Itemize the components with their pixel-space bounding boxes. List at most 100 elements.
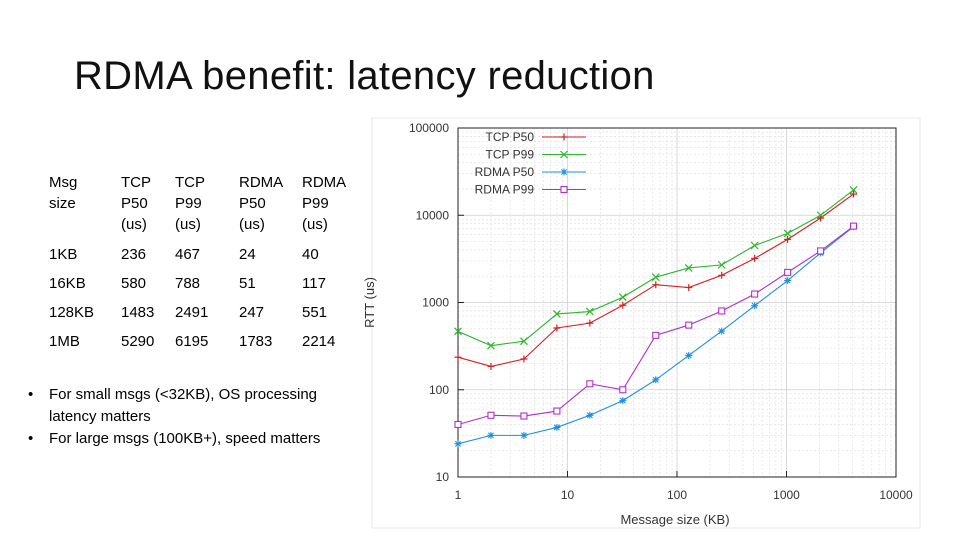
y-tick-label: 100 [429, 383, 449, 397]
data-point [454, 327, 462, 336]
x-tick-label: 100 [667, 488, 687, 502]
legend-label: TCP P50 [486, 130, 535, 144]
data-point [750, 241, 759, 250]
header-rdma-p99: RDMA P99 (us) [302, 174, 347, 233]
data-point [850, 190, 858, 198]
y-tick-label: 10000 [416, 208, 450, 222]
data-point [652, 331, 660, 339]
cell-rdma-p50: 1783 [239, 333, 273, 350]
bullet-item: • For large msgs (100KB+), speed matters [28, 428, 358, 450]
legend-label: RDMA P50 [475, 165, 535, 179]
data-point [619, 301, 627, 309]
data-point [718, 327, 726, 335]
data-point [850, 222, 858, 230]
data-point [652, 281, 660, 289]
header-tcp-p50: TCP P50 (us) [121, 174, 151, 233]
cell-msg-size: 1MB [49, 333, 80, 350]
header-tcp-p99: TCP P99 (us) [175, 174, 205, 233]
x-tick-label: 10000 [879, 488, 913, 502]
chart-image-frame [371, 117, 921, 529]
cell-rdma-p99: 40 [302, 246, 319, 263]
bullet-text: For large msgs (100KB+), speed matters [49, 430, 321, 447]
bullet-item: • For small msgs (<32KB), OS processing … [28, 384, 358, 428]
data-point [816, 211, 825, 220]
data-point [751, 290, 759, 298]
data-point [552, 309, 561, 318]
cell-tcp-p99: 788 [175, 275, 201, 292]
data-point [487, 411, 495, 419]
bullet-text: For small msgs (<32KB), OS processing la… [49, 386, 318, 425]
data-point [718, 307, 726, 315]
x-tick-label: 1000 [773, 488, 800, 502]
x-tick-label: 1 [455, 488, 462, 502]
y-tick-label: 100000 [409, 121, 449, 135]
cell-tcp-p50: 5290 [121, 333, 155, 350]
slide-title: RDMA benefit: latency reduction [74, 54, 655, 98]
data-point [817, 247, 825, 255]
data-point [718, 271, 726, 279]
legend: TCP P50 TCP P99 RDMA P50 RDMA P99 [475, 130, 586, 197]
legend-marker [560, 168, 568, 176]
cell-rdma-p50: 51 [239, 275, 256, 292]
data-point [784, 268, 792, 276]
y-axis-label: RTT (us) [362, 277, 377, 328]
data-point [619, 386, 627, 394]
data-point [487, 341, 495, 350]
header-rdma-p50: RDMA P50 (us) [239, 174, 284, 233]
data-point [520, 412, 528, 420]
table-row: 16KB 580 788 51 117 [44, 273, 362, 302]
data-point [784, 277, 792, 285]
data-point [751, 302, 759, 310]
data-point [684, 263, 693, 272]
series-rdma-p99 [454, 222, 858, 429]
data-point [783, 229, 792, 238]
legend-marker [560, 185, 568, 194]
x-axis-label: Message size (KB) [620, 512, 729, 527]
x-tick-label: 10 [561, 488, 575, 502]
cell-msg-size: 16KB [49, 275, 86, 292]
cell-msg-size: 1KB [49, 246, 78, 263]
data-point [520, 337, 528, 346]
series-tcp-p50 [454, 190, 858, 370]
cell-tcp-p99: 467 [175, 246, 201, 263]
data-point [553, 423, 561, 431]
cell-tcp-p99: 6195 [175, 333, 209, 350]
bullet-list: • For small msgs (<32KB), OS processing … [28, 384, 358, 450]
cell-tcp-p50: 1483 [121, 304, 155, 321]
data-point [520, 431, 528, 439]
data-point [685, 284, 693, 292]
table-row: 1KB 236 467 24 40 [44, 244, 362, 273]
data-point [717, 260, 726, 269]
cell-rdma-p50: 24 [239, 246, 256, 263]
cell-msg-size: 128KB [49, 304, 95, 321]
data-point [685, 351, 693, 359]
cell-tcp-p50: 580 [121, 275, 147, 292]
data-point [586, 319, 594, 327]
table-header-row: Msg size TCP P50 (us) TCP P99 (us) RDMA P50 (us… [44, 172, 362, 244]
legend-label: RDMA P99 [475, 183, 535, 197]
data-point [651, 273, 660, 282]
y-tick-label: 1000 [422, 296, 449, 310]
table-row: 128KB 1483 2491 247 551 [44, 302, 362, 331]
data-point [553, 407, 561, 415]
data-point [751, 254, 759, 262]
data-point [553, 324, 561, 332]
data-point [454, 440, 462, 448]
y-tick-label: 10 [436, 470, 450, 484]
data-point [685, 321, 693, 329]
data-point [652, 376, 660, 384]
cell-rdma-p50: 247 [239, 304, 265, 321]
data-point [586, 411, 594, 419]
legend-label: TCP P99 [486, 148, 535, 162]
legend-marker [560, 150, 568, 159]
bullet-symbol: • [28, 386, 34, 403]
data-point [619, 397, 627, 405]
data-point [454, 353, 462, 361]
series-tcp-p99 [454, 186, 858, 350]
cell-rdma-p99: 551 [302, 304, 328, 321]
data-point [618, 293, 627, 302]
latency-table: Msg size TCP P50 (us) TCP P99 (us) RDMA P50 (us… [44, 172, 362, 360]
data-point [520, 355, 528, 363]
bullet-symbol: • [28, 430, 34, 447]
